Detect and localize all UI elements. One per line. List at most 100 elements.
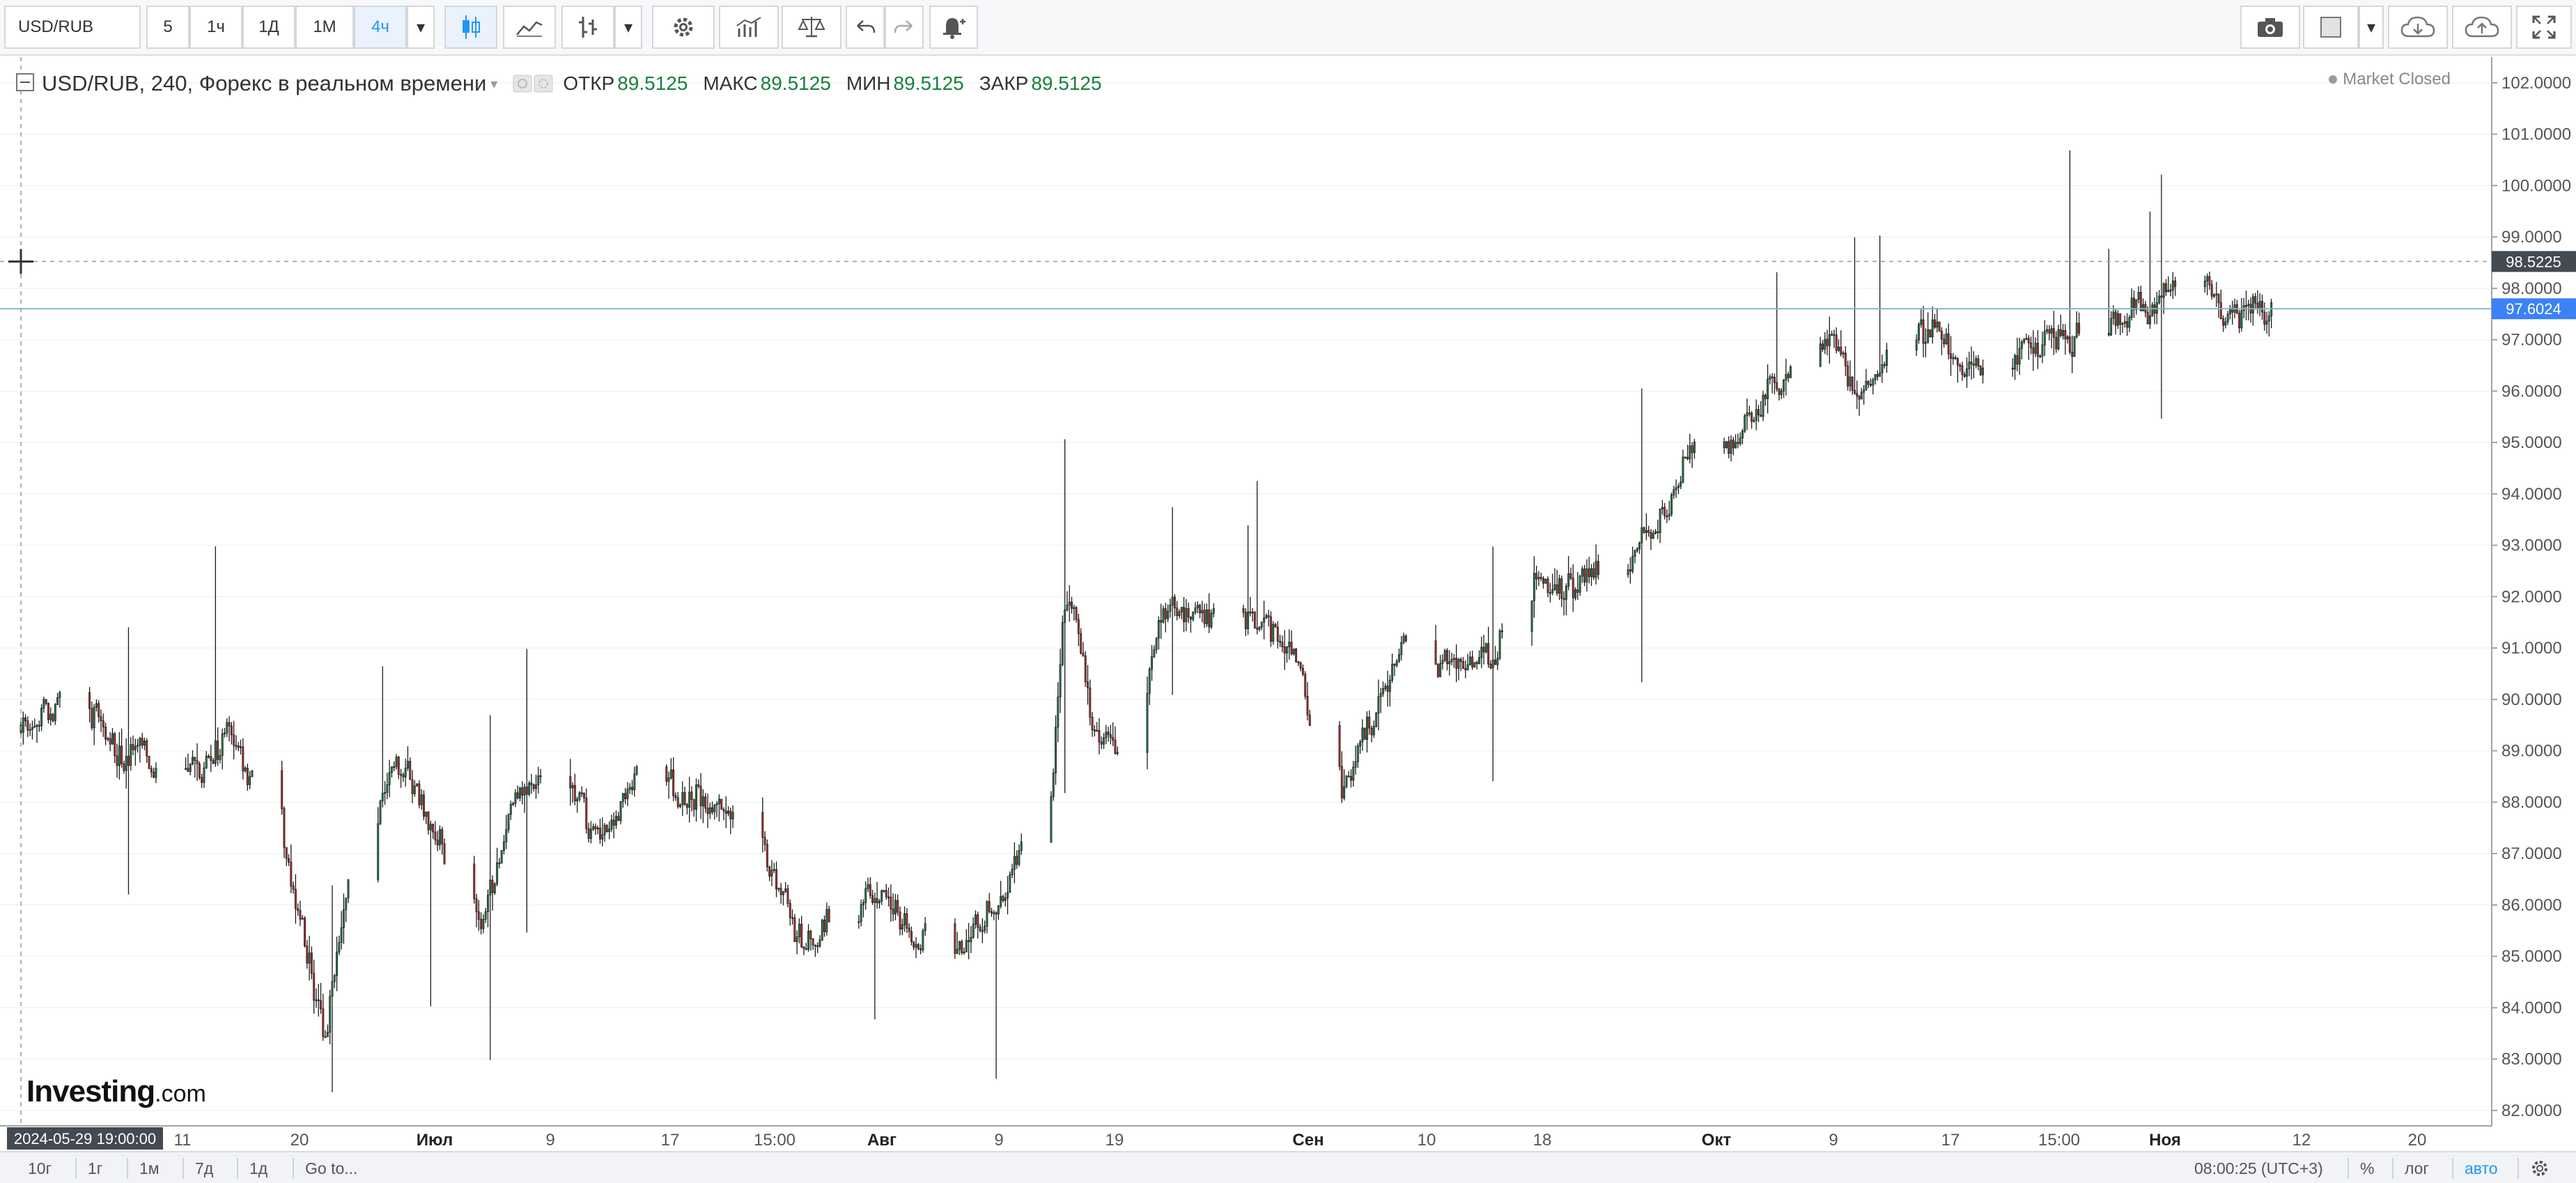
candle-body — [1272, 624, 1275, 642]
candle-body — [571, 784, 574, 789]
candle-body — [1826, 339, 1829, 346]
indicator-line-button[interactable] — [503, 6, 556, 49]
candle-body — [141, 738, 143, 746]
candle-body — [26, 720, 29, 731]
legend-dropdown-icon[interactable]: ▾ — [490, 76, 498, 92]
indicators-button[interactable] — [719, 6, 779, 49]
candle-body — [897, 899, 899, 913]
candle-body — [672, 769, 675, 796]
visibility-toggle-icon[interactable] — [513, 75, 553, 93]
candle-body — [1684, 456, 1686, 458]
interval-dropdown-button[interactable]: ▾ — [407, 6, 435, 49]
candle-body — [1343, 786, 1346, 798]
time-tick-label: 18 — [1533, 1131, 1552, 1150]
candle-body — [1203, 610, 1206, 624]
candle-body — [2245, 304, 2247, 307]
candle-body — [1162, 608, 1165, 623]
candle-body — [782, 891, 784, 895]
chart-type-dropdown-button[interactable]: ▾ — [614, 6, 642, 49]
range-1m-button[interactable]: 1м — [127, 1158, 160, 1179]
interval-4h-button[interactable]: 4ч — [354, 6, 407, 49]
candle-body — [130, 744, 132, 766]
redo-button[interactable] — [885, 6, 924, 49]
candle-body — [1824, 339, 1826, 350]
candle-body — [1847, 365, 1849, 387]
candle-series — [20, 150, 2273, 1092]
screenshot-button[interactable] — [2240, 6, 2300, 49]
candle-body — [1349, 776, 1352, 781]
range-1d-button[interactable]: 1д — [237, 1158, 267, 1179]
time-axis[interactable] — [0, 1126, 2492, 1151]
candle-body — [228, 722, 231, 727]
fullscreen-button[interactable] — [2516, 6, 2572, 49]
auto-scale-button[interactable]: авто — [2452, 1158, 2498, 1179]
candle-body — [1576, 589, 1579, 593]
chart-type-button[interactable] — [444, 6, 497, 49]
candle-body — [1940, 330, 1943, 340]
candle-body — [2110, 318, 2113, 336]
price-chart[interactable]: 102.0000 101.0000 100.0000 99.0000 98.0000 97… — [0, 57, 2576, 1151]
price-tick-label: 85.0000 — [2501, 948, 2562, 966]
go-to-button[interactable]: Go to... — [293, 1158, 357, 1179]
price-tick-label: 91.0000 — [2501, 639, 2562, 658]
candle-body — [1292, 649, 1295, 654]
candle-body — [502, 842, 505, 851]
undo-button[interactable] — [846, 6, 885, 49]
candle-body — [1366, 716, 1368, 740]
candle-body — [1157, 619, 1160, 639]
candle-body — [198, 763, 201, 778]
candle-body — [770, 869, 773, 876]
chart-settings-button[interactable] — [2517, 1158, 2550, 1179]
color-theme-button[interactable] — [2303, 6, 2359, 49]
load-layout-button[interactable] — [2388, 6, 2448, 49]
range-7d-button[interactable]: 7д — [183, 1158, 213, 1179]
candle-body — [995, 912, 998, 915]
add-alert-button[interactable] — [929, 6, 978, 49]
interval-1d-button[interactable]: 1Д — [242, 6, 295, 49]
candle-body — [1728, 441, 1730, 454]
interval-1m-button[interactable]: 1М — [295, 6, 354, 49]
candle-body — [331, 981, 334, 997]
candle-body — [294, 889, 297, 909]
candle-body — [1748, 412, 1751, 415]
candle-body — [954, 923, 956, 954]
candle-body — [400, 773, 403, 776]
price-axis[interactable] — [2492, 57, 2576, 1126]
candle-body — [956, 949, 959, 954]
save-layout-button[interactable] — [2452, 6, 2512, 49]
candle-body — [1466, 664, 1469, 671]
symbol-search-input[interactable]: USD/RUB — [4, 6, 141, 49]
candle-body — [587, 828, 590, 839]
compare-bars-button[interactable] — [561, 6, 614, 49]
candle-body — [1961, 365, 1964, 376]
color-theme-dropdown-button[interactable]: ▾ — [2359, 6, 2384, 49]
compare-button[interactable] — [782, 6, 841, 49]
range-label: 10г — [28, 1159, 52, 1177]
range-10y-button[interactable]: 10г — [28, 1158, 52, 1179]
candle-body — [2210, 284, 2213, 297]
candle-body — [1439, 663, 1442, 677]
interval-1h-button[interactable]: 1ч — [189, 6, 242, 49]
candle-body — [132, 744, 134, 750]
candle-body — [1171, 596, 1174, 605]
candle-body — [860, 904, 862, 922]
clock-timezone[interactable]: 08:00:25 (UTC+3) — [2194, 1158, 2323, 1179]
candle-body — [1176, 608, 1179, 616]
candle-body — [301, 918, 304, 920]
candle-body — [1007, 892, 1009, 899]
candle-body — [281, 770, 284, 810]
candle-body — [681, 792, 684, 805]
settings-button[interactable] — [652, 6, 715, 49]
legend-title[interactable]: USD/RUB, 240, Форекс в реальном времени — [42, 71, 487, 95]
candle-body — [1009, 874, 1011, 893]
candle-body — [518, 787, 521, 798]
candle-body — [1500, 631, 1503, 633]
range-1y-button[interactable]: 1г — [75, 1158, 102, 1179]
candle-body — [1112, 737, 1115, 741]
log-scale-button[interactable]: лог — [2392, 1158, 2429, 1179]
percent-scale-button[interactable]: % — [2348, 1158, 2374, 1179]
candle-body — [1790, 366, 1792, 378]
candle-body — [1542, 578, 1545, 584]
candle-body — [1927, 329, 1930, 343]
interval-5-button[interactable]: 5 — [146, 6, 189, 49]
